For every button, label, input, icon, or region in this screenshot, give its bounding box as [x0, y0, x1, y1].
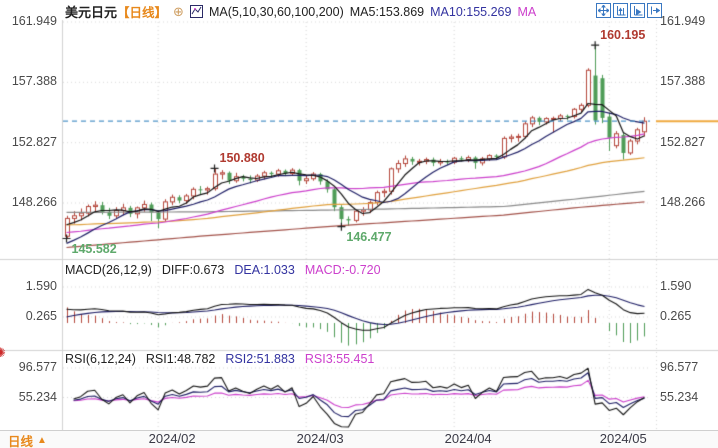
price-axis-tick-right: 161.949 — [660, 14, 706, 28]
period-selector[interactable]: 日线 ▲ — [8, 431, 47, 448]
price-axis-tick-right: 152.827 — [660, 134, 706, 149]
x-axis-month-label: 2024/03 — [296, 431, 344, 446]
rsi-axis-tick-right: 55.234 — [660, 389, 699, 404]
price-axis-tick-left: 152.827 — [11, 134, 57, 149]
price-axis-tick-right: 157.388 — [660, 74, 706, 89]
move-crosshair-icon[interactable] — [596, 3, 611, 18]
period-arrow-icon: ▲ — [37, 435, 47, 446]
rsi-axis-tick-right: 96.577 — [660, 360, 699, 374]
macd-params-label: MACD(26,12,9) — [65, 263, 152, 277]
rsi1-value: RSI1:48.782 — [145, 352, 216, 366]
ma30-value-truncated: MA — [517, 4, 537, 19]
x-axis-month-label: 2024/04 — [444, 431, 492, 446]
macd-indicator-row: MACD(26,12,9) DIFF:0.673 DEA:1.033 MACD:… — [65, 263, 381, 277]
price-axis-tick-left: 157.388 — [11, 74, 57, 89]
price-annotation: 145.582 — [71, 241, 117, 256]
macd-axis-tick-left: 1.590 — [25, 279, 57, 293]
rsi3-value: RSI3:55.451 — [304, 352, 375, 366]
chart-toolbar — [596, 3, 662, 18]
time-axis-bar — [0, 430, 718, 448]
ma-settings-icon[interactable] — [189, 5, 203, 18]
symbol-title: 美元日元 — [65, 5, 118, 20]
x-axis-month-label: 2024/05 — [599, 431, 647, 446]
add-indicator-icon[interactable]: ⊕ — [173, 3, 184, 19]
macd-axis-tick-left: 0.265 — [25, 309, 57, 323]
macd-axis-tick-right: 0.265 — [660, 309, 692, 323]
chart-header: 美元日元 【日线】 ⊕ MA(5,10,30,60,100,200) MA5:1… — [65, 2, 536, 21]
page-forward-icon[interactable] — [647, 3, 662, 18]
price-annotation: 160.195 — [600, 28, 646, 43]
macd-dea-value: DEA:1.033 — [234, 263, 295, 277]
ma5-value: MA5:153.869 — [349, 4, 425, 19]
rsi-axis-tick-left: 55.234 — [18, 389, 57, 404]
macd-axis-tick-right: 1.590 — [660, 279, 692, 293]
price-annotation: 150.880 — [219, 151, 265, 166]
scale-axis-up-icon[interactable] — [613, 3, 628, 18]
rsi-indicator-row: RSI(6,12,24) RSI1:48.782 RSI2:51.883 RSI… — [65, 352, 374, 366]
rsi2-value: RSI2:51.883 — [225, 352, 295, 366]
macd-value: MACD:-0.720 — [304, 263, 381, 277]
timeframe-label: 【日线】 — [117, 6, 168, 20]
indicator-settings-icon[interactable]: ✺ — [0, 345, 6, 360]
period-label: 日线 — [8, 435, 34, 448]
rsi-axis-tick-left: 96.577 — [18, 360, 57, 374]
macd-diff-value: DIFF:0.673 — [161, 263, 225, 277]
price-axis-tick-left: 148.266 — [11, 195, 57, 209]
price-axis-tick-left: 161.949 — [11, 14, 57, 28]
ma-params-label: MA(5,10,30,60,100,200) — [208, 4, 344, 19]
price-axis-tick-right: 148.266 — [660, 195, 706, 209]
x-axis-month-label: 2024/02 — [148, 431, 196, 446]
ma10-value: MA10:155.269 — [430, 4, 512, 19]
rsi-params-label: RSI(6,12,24) — [65, 352, 136, 366]
price-annotation: 146.477 — [346, 229, 392, 244]
scale-axis-right-icon[interactable] — [630, 3, 645, 18]
